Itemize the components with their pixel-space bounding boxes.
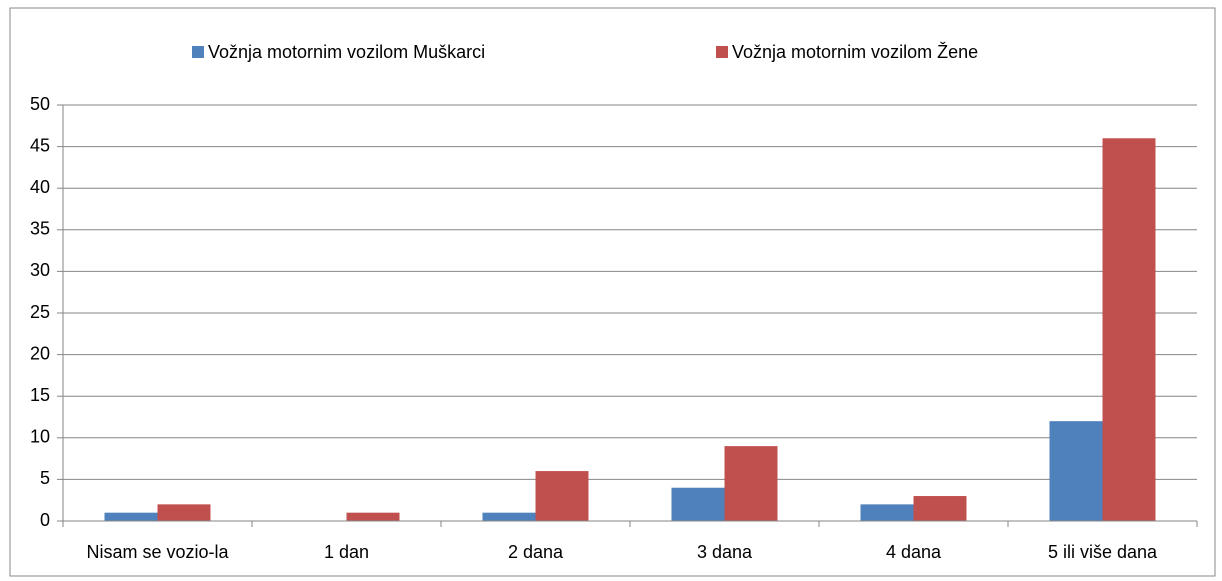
legend-swatch xyxy=(716,46,728,58)
y-tick-label: 45 xyxy=(30,135,50,155)
chart-border xyxy=(9,7,1216,577)
bar xyxy=(913,496,967,521)
y-tick-label: 15 xyxy=(30,385,50,405)
bar xyxy=(104,512,158,521)
y-tick-label: 40 xyxy=(30,177,50,197)
bar xyxy=(482,512,536,521)
y-tick-label: 10 xyxy=(30,427,50,447)
bar xyxy=(671,487,725,521)
y-tick-label: 0 xyxy=(40,510,50,530)
x-tick-label: 2 dana xyxy=(508,542,564,562)
y-tick-label: 25 xyxy=(30,302,50,322)
y-tick-label: 30 xyxy=(30,260,50,280)
legend-label: Vožnja motornim vozilom Žene xyxy=(732,42,978,62)
y-tick-label: 5 xyxy=(40,468,50,488)
bar xyxy=(157,504,211,521)
x-tick-label: 4 dana xyxy=(886,542,942,562)
bar xyxy=(860,504,914,521)
x-tick-label: Nisam se vozio-la xyxy=(86,542,229,562)
legend-label: Vožnja motornim vozilom Muškarci xyxy=(208,42,485,62)
bar xyxy=(346,512,400,521)
legend-swatch xyxy=(192,46,204,58)
y-tick-label: 50 xyxy=(30,94,50,114)
x-tick-label: 5 ili više dana xyxy=(1048,542,1158,562)
x-tick-label: 1 dan xyxy=(324,542,369,562)
bar xyxy=(535,471,589,521)
bar xyxy=(1049,421,1103,521)
bar xyxy=(724,446,778,521)
bar xyxy=(1102,138,1156,521)
x-tick-label: 3 dana xyxy=(697,542,753,562)
y-tick-label: 35 xyxy=(30,219,50,239)
y-tick-label: 20 xyxy=(30,343,50,363)
